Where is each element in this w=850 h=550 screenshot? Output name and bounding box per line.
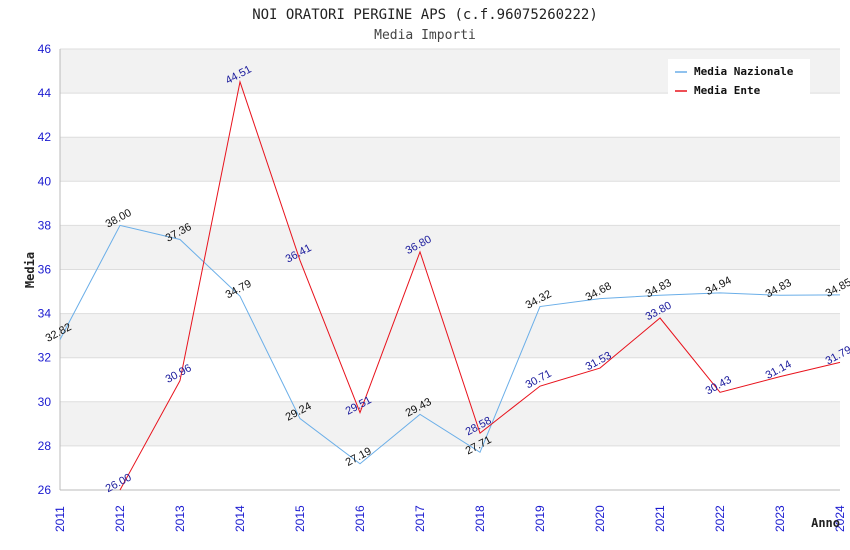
y-tick-label: 28 bbox=[38, 439, 52, 453]
x-tick-labels: 2011 2012 2013 2014 2015 2016 2017 2018 2019 2020… bbox=[53, 505, 847, 532]
x-tick-label: 2021 bbox=[653, 505, 667, 532]
x-tick-label: 2024 bbox=[833, 505, 847, 532]
y-tick-label: 36 bbox=[38, 263, 52, 277]
x-tick-label: 2014 bbox=[233, 505, 247, 532]
x-tick-label: 2022 bbox=[713, 505, 727, 532]
data-label: 34.94 bbox=[704, 274, 734, 298]
x-axis-title: Anno bbox=[811, 516, 840, 530]
x-tick-label: 2016 bbox=[353, 505, 367, 532]
gridlines bbox=[60, 48, 840, 491]
y-tick-label: 46 bbox=[38, 42, 52, 56]
x-tick-label: 2018 bbox=[473, 505, 487, 532]
chart-title: NOI ORATORI PERGINE APS (c.f.96075260222… bbox=[252, 7, 598, 23]
legend-box bbox=[668, 59, 810, 97]
y-tick-label: 44 bbox=[38, 86, 52, 100]
background-bands bbox=[60, 49, 840, 446]
data-label: 34.68 bbox=[584, 280, 614, 304]
x-tick-label: 2013 bbox=[173, 505, 187, 532]
x-tick-label: 2019 bbox=[533, 505, 547, 532]
data-label: 34.32 bbox=[524, 288, 554, 312]
y-tick-label: 40 bbox=[38, 174, 52, 188]
y-tick-label: 32 bbox=[38, 351, 52, 365]
x-tick-label: 2015 bbox=[293, 505, 307, 532]
x-tick-label: 2023 bbox=[773, 505, 787, 532]
data-label: 34.79 bbox=[224, 278, 254, 302]
y-tick-label: 34 bbox=[38, 307, 52, 321]
series-line-media-nazionale bbox=[59, 224, 841, 465]
data-label: 34.83 bbox=[764, 277, 794, 301]
y-axis-title: Media bbox=[23, 252, 37, 288]
y-tick-label: 26 bbox=[38, 483, 52, 497]
x-tick-label: 2020 bbox=[593, 505, 607, 532]
y-tick-label: 38 bbox=[38, 218, 52, 232]
grid-band bbox=[60, 225, 840, 270]
data-label: 26.00 bbox=[104, 472, 134, 496]
data-label: 27.19 bbox=[344, 445, 374, 469]
series-line-media-ente bbox=[119, 79, 841, 491]
series-lines bbox=[59, 79, 841, 491]
x-tick-label: 2012 bbox=[113, 505, 127, 532]
y-tick-label: 42 bbox=[38, 130, 52, 144]
y-tick-label: 30 bbox=[38, 395, 52, 409]
legend: Media Nazionale Media Ente bbox=[668, 59, 810, 97]
grid-band bbox=[60, 313, 840, 358]
chart-subtitle: Media Importi bbox=[374, 28, 476, 43]
x-tick-label: 2017 bbox=[413, 505, 427, 532]
data-label: 34.83 bbox=[644, 277, 674, 301]
x-tick-label: 2011 bbox=[53, 506, 67, 532]
grid-band bbox=[60, 401, 840, 446]
legend-label-media-ente: Media Ente bbox=[694, 84, 761, 97]
y-tick-labels: 26 28 30 32 34 36 38 40 42 44 46 bbox=[38, 42, 52, 497]
legend-label-media-nazionale: Media Nazionale bbox=[694, 65, 794, 78]
grid-band bbox=[60, 137, 840, 182]
data-label: 31.14 bbox=[764, 358, 794, 382]
data-label: 34.85 bbox=[824, 276, 850, 300]
